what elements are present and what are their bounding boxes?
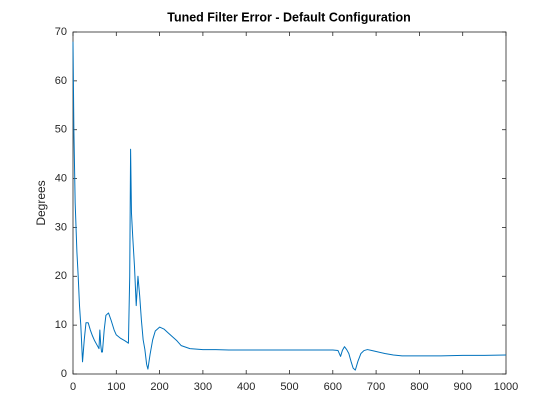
x-tick-label: 200	[150, 381, 168, 393]
x-tick-label: 500	[280, 381, 298, 393]
x-tick-label: 600	[324, 381, 342, 393]
y-tick-label: 20	[55, 270, 67, 282]
y-tick-label: 0	[61, 368, 67, 380]
x-tick-label: 800	[410, 381, 428, 393]
y-tick-label: 70	[55, 26, 67, 38]
x-tick-label: 1000	[494, 381, 518, 393]
data-line	[72, 41, 507, 371]
x-tick-label: 900	[454, 381, 472, 393]
y-tick-label: 30	[55, 221, 67, 233]
y-tick-label: 10	[55, 319, 67, 331]
x-tick-label: 300	[194, 381, 212, 393]
y-tick-label: 60	[55, 75, 67, 87]
y-tick-label: 50	[55, 124, 67, 136]
x-tick-label: 700	[367, 381, 385, 393]
y-axis-label: Degrees	[34, 180, 48, 225]
axes-box	[72, 31, 507, 375]
y-tick-label: 40	[55, 172, 67, 184]
x-tick-label: 0	[70, 381, 76, 393]
chart-title: Tuned Filter Error - Default Configurati…	[167, 10, 411, 24]
x-tick-label: 100	[107, 381, 125, 393]
x-tick-label: 400	[237, 381, 255, 393]
